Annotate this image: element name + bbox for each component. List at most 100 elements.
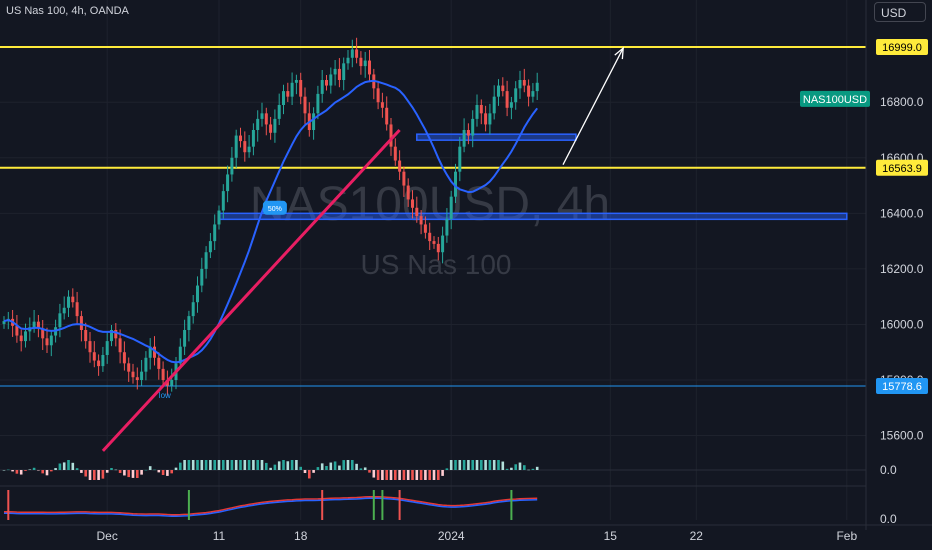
watermark: NAS100USD, 4h US Nas 100: [250, 178, 610, 280]
candle-body: [492, 96, 496, 114]
histogram-bar: [114, 469, 118, 471]
y-tick-label: 16000.0: [880, 317, 924, 331]
candle-body: [320, 80, 324, 94]
price-axis[interactable]: 15600.015800.016000.016200.016400.016600…: [865, 0, 932, 550]
candle-body: [535, 82, 539, 92]
candle-body: [514, 88, 518, 103]
candle-body: [428, 232, 432, 242]
candle-body: [110, 330, 113, 342]
indicator-pane: [0, 460, 866, 520]
candle-body: [200, 268, 204, 286]
candle-body: [260, 113, 264, 119]
histogram-bar: [54, 468, 57, 470]
histogram-bar: [93, 470, 96, 480]
histogram-bar: [514, 464, 517, 470]
histogram-bar: [118, 470, 122, 473]
candle-body: [19, 335, 23, 342]
moving-average-layer: [3, 79, 538, 364]
histogram-bar: [209, 460, 212, 470]
histogram-bar: [368, 470, 371, 473]
histogram-bar: [308, 470, 311, 479]
histogram-bar: [247, 460, 251, 470]
trendline: [101, 128, 401, 452]
candle-body: [118, 338, 122, 353]
histogram-bar: [518, 462, 522, 470]
histogram-bar: [110, 468, 113, 470]
candle-body: [432, 241, 436, 244]
histogram-bar: [213, 460, 216, 470]
histogram-bar: [148, 466, 152, 470]
histogram-bar: [480, 460, 483, 470]
histogram-bar: [510, 467, 513, 470]
histogram-bar: [24, 470, 27, 471]
histogram-bar: [136, 470, 139, 478]
candle-body: [45, 338, 49, 346]
indicator-scale-label: 0.0: [880, 463, 897, 477]
candle-body: [75, 302, 79, 317]
histogram-bar: [101, 470, 105, 479]
histogram-bar: [222, 460, 225, 470]
candle-body: [140, 371, 144, 380]
histogram-bar: [157, 470, 161, 473]
candle-body: [101, 355, 105, 367]
candle-body: [15, 325, 19, 336]
histogram-bar: [527, 469, 530, 471]
candle-body: [157, 357, 161, 369]
candle-body: [389, 124, 393, 147]
candle-body: [84, 330, 88, 342]
chart-title: US Nas 100, 4h, OANDA: [6, 5, 129, 17]
histogram-bar: [535, 466, 539, 470]
candle-body: [127, 363, 131, 372]
price-tag-label: 16999.0: [882, 42, 922, 54]
candle-body: [380, 102, 384, 108]
histogram-bar: [11, 470, 14, 472]
candles-layer: [2, 37, 539, 396]
histogram-bar: [179, 462, 182, 470]
histogram-bar: [174, 467, 178, 470]
histogram-bar: [187, 460, 191, 470]
candle-body: [122, 352, 126, 364]
candle-body: [204, 252, 208, 269]
histogram-bar: [462, 460, 466, 470]
candle-body: [411, 199, 414, 208]
candle-body: [221, 191, 225, 211]
histogram-bar: [376, 470, 380, 480]
candle-body: [88, 341, 92, 353]
candle-body: [286, 91, 290, 97]
time-axis[interactable]: Dec 11 18 2024 15 22 Feb: [0, 524, 932, 543]
histogram-bar: [265, 462, 268, 470]
candle-body: [92, 352, 96, 361]
candle-body: [398, 160, 402, 172]
histogram-bar: [449, 460, 453, 470]
histogram-bar: [226, 460, 229, 470]
histogram-bar: [58, 463, 62, 470]
histogram-bar: [88, 470, 92, 480]
histogram-bar: [45, 470, 49, 476]
candle-body: [2, 321, 6, 324]
histogram-bar: [338, 465, 341, 470]
candle-body: [505, 91, 509, 108]
candle-body: [226, 174, 230, 192]
x-tick-label: Feb: [836, 529, 857, 543]
candle-body: [518, 80, 522, 89]
histogram-bar: [389, 470, 393, 480]
histogram-bar: [312, 470, 315, 473]
histogram-bar: [71, 462, 75, 470]
histogram-bar: [269, 467, 272, 470]
histogram-bar: [320, 463, 324, 470]
oscillator-line-red: [3, 495, 538, 516]
candle-body: [346, 57, 350, 64]
candle-body: [488, 113, 492, 125]
watermark-name: US Nas 100: [361, 249, 512, 280]
x-tick-label: 18: [294, 529, 308, 543]
candle-body: [484, 113, 488, 125]
price-tag-label: NAS100USD: [803, 94, 867, 106]
candle-body: [509, 102, 513, 108]
histogram-bar: [282, 460, 285, 470]
price-tag-label: 15778.6: [882, 381, 922, 393]
histogram-bar: [97, 470, 100, 480]
currency-button[interactable]: USD: [874, 2, 926, 22]
histogram-bar: [217, 460, 221, 470]
histogram-bar: [415, 470, 419, 480]
